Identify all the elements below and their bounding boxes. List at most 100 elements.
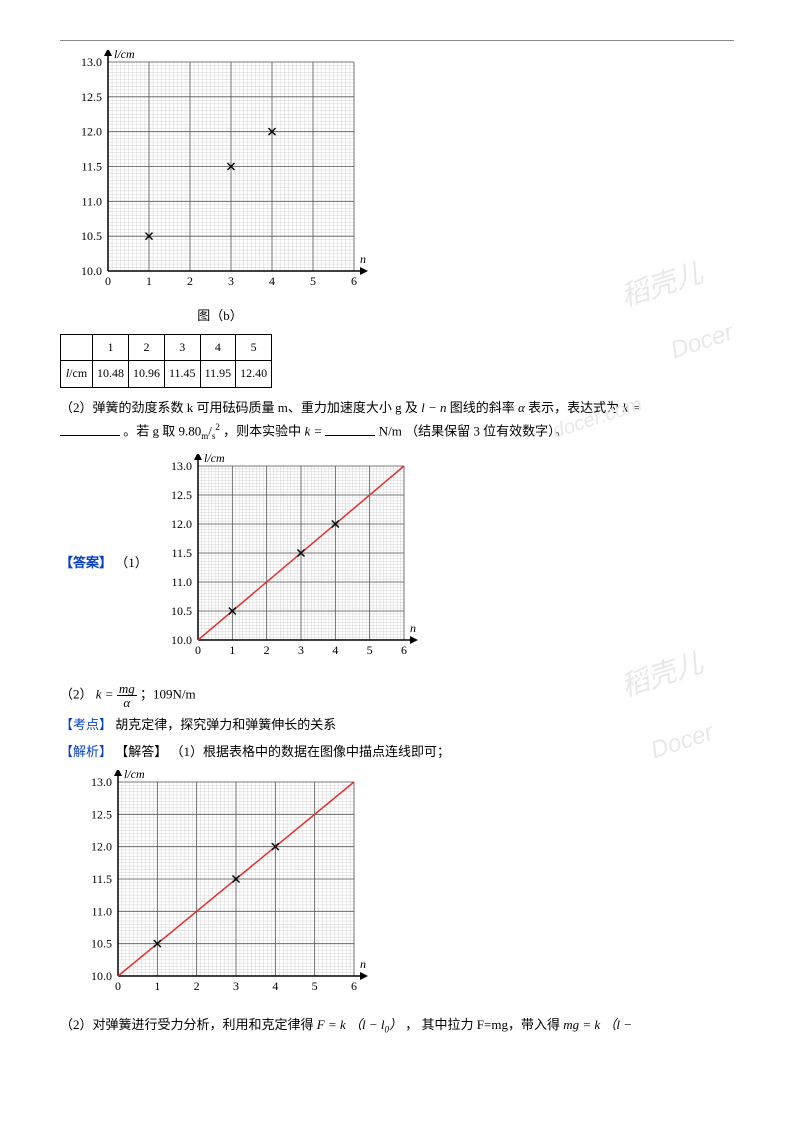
svg-text:12.5: 12.5 (171, 488, 192, 502)
svg-text:3: 3 (228, 274, 234, 288)
chart-answer-svg: 012345610.010.511.011.512.012.513.0nl/cm (160, 454, 420, 664)
svg-text:11.5: 11.5 (91, 872, 112, 886)
table-cell: 10.48 (93, 361, 129, 388)
svg-text:13.0: 13.0 (81, 55, 102, 69)
jiedai-label: 【解答】 (115, 744, 167, 759)
q2-text: 表示，表达式为 (528, 400, 622, 415)
svg-text:3: 3 (233, 979, 239, 993)
jiexi-1: 【解析】 【解答】 （1）根据表格中的数据在图像中描点连线即可； (60, 740, 734, 763)
jiexi-1-text: （1）根据表格中的数据在图像中描点连线即可； (171, 744, 451, 759)
jiexi-2b: ， 其中拉力 F=mg，带入得 (405, 1017, 560, 1032)
blank-input[interactable] (60, 422, 120, 436)
blank-input[interactable] (325, 422, 375, 436)
eq1-paren: （l − l (349, 1017, 385, 1032)
q2-var: l − n (421, 400, 446, 415)
svg-text:4: 4 (269, 274, 275, 288)
svg-text:12.0: 12.0 (81, 125, 102, 139)
table-cell: 11.95 (200, 361, 236, 388)
svg-text:4: 4 (332, 643, 338, 657)
chart-jiexi-svg: 012345610.010.511.011.512.012.513.0nl/cm (80, 770, 370, 1000)
table-header-cell: 2 (129, 334, 165, 361)
svg-text:1: 1 (154, 979, 160, 993)
answer-k-value: ；109N/m (140, 686, 196, 701)
svg-text:l/cm: l/cm (124, 770, 145, 781)
top-rule (60, 40, 734, 41)
svg-text:10.5: 10.5 (81, 229, 102, 243)
chart-b-question: 012345610.010.511.011.512.012.513.0nl/cm… (70, 50, 734, 328)
table-header-cell: 5 (236, 334, 272, 361)
svg-text:2: 2 (194, 979, 200, 993)
answer-block: 【答案】 （1） 012345610.010.511.011.512.012.5… (60, 454, 734, 671)
table-cell: 12.40 (236, 361, 272, 388)
svg-text:12.0: 12.0 (171, 517, 192, 531)
q2-gval: 9.80 (179, 424, 202, 439)
svg-text:10.0: 10.0 (91, 969, 112, 983)
chart-b-jiexi: 012345610.010.511.011.512.012.513.0nl/cm (80, 770, 734, 1007)
jiexi-2: （2）对弹簧进行受力分析，利用和克定律得 F = k （l − l0） ， 其中… (60, 1013, 734, 1038)
q2-text: （结果保留 3 位有效数字）。 (405, 424, 568, 439)
svg-text:1: 1 (229, 643, 235, 657)
question-2: （2）弹簧的劲度系数 k 可用砝码质量 m、重力加速度大小 g 及 l − n … (60, 396, 734, 445)
kaodian-text: 胡克定律，探究弹力和弹簧伸长的关系 (115, 717, 336, 732)
q2-text: 图线的斜率 (450, 400, 518, 415)
frac-num: mg (117, 682, 137, 696)
svg-text:11.0: 11.0 (81, 194, 102, 208)
table-row: l/cm 10.48 10.96 11.45 11.95 12.40 (61, 361, 272, 388)
svg-text:11.5: 11.5 (171, 546, 192, 560)
svg-text:12.5: 12.5 (91, 807, 112, 821)
jiexi-2a: （2）对弹簧进行受力分析，利用和克定律得 (60, 1017, 314, 1032)
table-cell: 11.45 (165, 361, 201, 388)
table-cell: 10.96 (129, 361, 165, 388)
svg-text:11.0: 11.0 (91, 904, 112, 918)
eq2-paren: （l − (603, 1017, 632, 1032)
q2-var: k = (622, 400, 640, 415)
svg-text:l/cm: l/cm (204, 454, 225, 465)
table-header-cell (61, 334, 93, 361)
q2-exp: 2 (215, 422, 220, 432)
svg-text:2: 2 (263, 643, 269, 657)
eq1-close: ） (389, 1017, 402, 1032)
svg-text:2: 2 (187, 274, 193, 288)
svg-text:6: 6 (351, 979, 357, 993)
q2-unit: m (201, 431, 208, 441)
eq1: F = k (317, 1017, 346, 1032)
answer-1-num: （1） (115, 555, 148, 570)
data-table: 1 2 3 4 5 l/cm 10.48 10.96 11.45 11.95 1… (60, 334, 272, 388)
kaodian: 【考点】 胡克定律，探究弹力和弹簧伸长的关系 (60, 713, 734, 736)
answer-2: （2） k = mg α ；109N/m (60, 682, 734, 709)
table-cell: l/cm (61, 361, 93, 388)
svg-text:5: 5 (310, 274, 316, 288)
q2-unit: s (212, 431, 216, 441)
svg-text:0: 0 (195, 643, 201, 657)
svg-text:5: 5 (312, 979, 318, 993)
chart-caption: 图（b） (70, 304, 370, 327)
svg-text:n: n (410, 621, 416, 635)
svg-text:6: 6 (351, 274, 357, 288)
q2-text: （2）弹簧的劲度系数 k 可用砝码质量 m、重力加速度大小 g 及 (60, 400, 421, 415)
jiexi-label: 【解析】 (60, 744, 112, 759)
svg-text:4: 4 (272, 979, 278, 993)
svg-text:11.5: 11.5 (81, 160, 102, 174)
svg-text:13.0: 13.0 (91, 775, 112, 789)
svg-text:13.0: 13.0 (171, 459, 192, 473)
svg-text:12.5: 12.5 (81, 90, 102, 104)
svg-text:10.5: 10.5 (91, 936, 112, 950)
table-header-cell: 1 (93, 334, 129, 361)
frac-den: α (117, 696, 137, 709)
svg-text:11.0: 11.0 (171, 575, 192, 589)
q2-unit: N/m (379, 424, 402, 439)
svg-text:n: n (360, 957, 366, 971)
q2-text: ，则本实验中 (223, 424, 304, 439)
svg-text:6: 6 (401, 643, 407, 657)
table-header-cell: 3 (165, 334, 201, 361)
answer-label: 【答案】 (60, 555, 112, 570)
chart-b-answer: 012345610.010.511.011.512.012.513.0nl/cm (160, 454, 420, 671)
svg-text:10.5: 10.5 (171, 604, 192, 618)
svg-text:5: 5 (366, 643, 372, 657)
q2-var: α (518, 400, 525, 415)
svg-text:3: 3 (298, 643, 304, 657)
svg-text:1: 1 (146, 274, 152, 288)
kaodian-label: 【考点】 (60, 717, 112, 732)
chart-b-svg: 012345610.010.511.011.512.012.513.0nl/cm (70, 50, 370, 295)
fraction: mg α (117, 682, 137, 709)
